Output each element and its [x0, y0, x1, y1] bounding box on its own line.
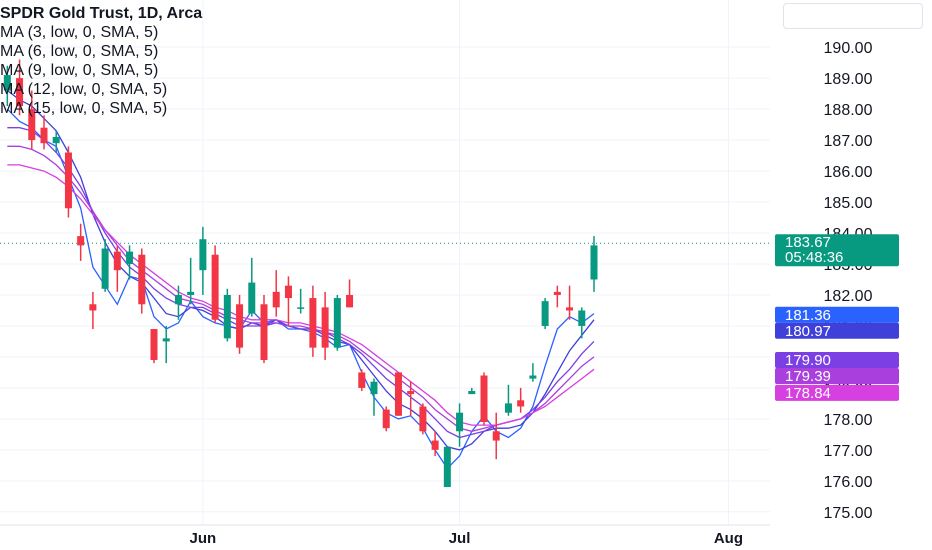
candle-body[interactable]	[517, 400, 525, 407]
y-tick-label: 190.00	[824, 40, 873, 57]
y-tick-label: 188.00	[824, 102, 873, 119]
chart-title[interactable]: SPDR Gold Trust, 1D, Arca	[0, 5, 203, 22]
candle-body[interactable]	[138, 254, 146, 305]
y-tick-label: 187.00	[824, 133, 873, 150]
price-label-bg	[775, 322, 899, 339]
candle-body[interactable]	[187, 291, 195, 295]
candle-body[interactable]	[480, 375, 488, 422]
price-label-bg	[775, 384, 899, 401]
candle-body[interactable]	[309, 298, 317, 348]
candle-body[interactable]	[150, 329, 158, 361]
candle-body[interactable]	[248, 282, 256, 314]
price-label-bg	[775, 306, 899, 323]
price-label-value: 178.84	[785, 385, 831, 402]
candle-body[interactable]	[260, 304, 268, 361]
candle-body[interactable]	[468, 391, 476, 395]
candle-body[interactable]	[162, 338, 170, 342]
candle-body[interactable]	[566, 307, 574, 311]
candle-body[interactable]	[77, 236, 85, 246]
y-tick-label: 189.00	[824, 71, 873, 88]
ma-3-label[interactable]: MA (3, low, 0, SMA, 5)	[0, 24, 159, 41]
candle-body[interactable]	[64, 152, 72, 209]
candle-body[interactable]	[16, 78, 24, 107]
price-label-countdown: 05:48:36	[785, 249, 843, 266]
ma-6-label[interactable]: MA (6, low, 0, SMA, 5)	[0, 43, 159, 60]
candle-body[interactable]	[382, 409, 390, 429]
candle-body[interactable]	[504, 403, 512, 413]
candle-body[interactable]	[211, 254, 219, 320]
y-tick-label: 182.00	[824, 288, 873, 305]
y-tick-label: 176.00	[824, 474, 873, 491]
candle-body[interactable]	[529, 375, 537, 379]
y-tick-label: 177.00	[824, 443, 873, 460]
price-scale-corner-box[interactable]	[783, 3, 923, 29]
ma-15-label[interactable]: MA (15, low, 0, SMA, 5)	[0, 100, 168, 117]
price-label-value: 183.67	[785, 234, 831, 251]
price-label-bg	[775, 352, 899, 369]
price-label-value: 179.90	[785, 352, 831, 369]
x-tick-label: Jul	[449, 530, 471, 547]
candle-body[interactable]	[370, 381, 378, 395]
candle-body[interactable]	[28, 109, 36, 141]
y-tick-label: 186.00	[824, 164, 873, 181]
candle-body[interactable]	[126, 251, 134, 264]
ma-line	[7, 127, 595, 439]
candle-body[interactable]	[297, 307, 305, 309]
price-label-value: 180.97	[785, 323, 831, 340]
y-tick-label: 175.00	[824, 505, 873, 522]
candle-body[interactable]	[333, 298, 341, 348]
price-label-value: 181.36	[785, 307, 831, 324]
candle-body[interactable]	[578, 310, 586, 326]
price-label-value: 179.39	[785, 368, 831, 385]
candle-body[interactable]	[590, 245, 598, 280]
ma-12-label[interactable]: MA (12, low, 0, SMA, 5)	[0, 81, 168, 98]
candle-body[interactable]	[492, 431, 500, 441]
ma-line	[6, 108, 595, 470]
y-tick-label: 178.00	[824, 412, 873, 429]
price-label-bg	[775, 368, 899, 385]
candle-body[interactable]	[40, 127, 48, 144]
candle-body[interactable]	[223, 294, 231, 339]
candle-body[interactable]	[394, 372, 402, 416]
candle-body[interactable]	[443, 446, 451, 488]
candle-body[interactable]	[419, 406, 427, 432]
candle-body[interactable]	[321, 307, 329, 348]
candle-body[interactable]	[358, 372, 366, 388]
candle-body[interactable]	[101, 248, 109, 289]
candle-body[interactable]	[431, 440, 439, 450]
candle-body[interactable]	[284, 285, 292, 299]
x-tick-label: Aug	[714, 530, 743, 547]
candle-body[interactable]	[236, 304, 244, 348]
x-tick-label: Jun	[190, 530, 217, 547]
candle-body[interactable]	[541, 301, 549, 326]
y-tick-label: 185.00	[824, 195, 873, 212]
candle-body[interactable]	[113, 251, 121, 271]
price-label-bg	[775, 234, 899, 267]
ma-9-label[interactable]: MA (9, low, 0, SMA, 5)	[0, 62, 159, 79]
candle-body[interactable]	[174, 294, 182, 305]
candle-body[interactable]	[89, 304, 97, 311]
candle-body[interactable]	[199, 239, 207, 271]
candle-body[interactable]	[456, 412, 464, 432]
candle-body[interactable]	[52, 137, 60, 144]
candle-body[interactable]	[346, 294, 354, 308]
candle-body[interactable]	[272, 291, 280, 308]
candle-body[interactable]	[553, 291, 561, 295]
chart-legend: SPDR Gold Trust, 1D, Arca MA (3, low, 0,…	[0, 4, 202, 118]
candle-body[interactable]	[407, 391, 415, 395]
candle-body[interactable]	[3, 75, 11, 91]
